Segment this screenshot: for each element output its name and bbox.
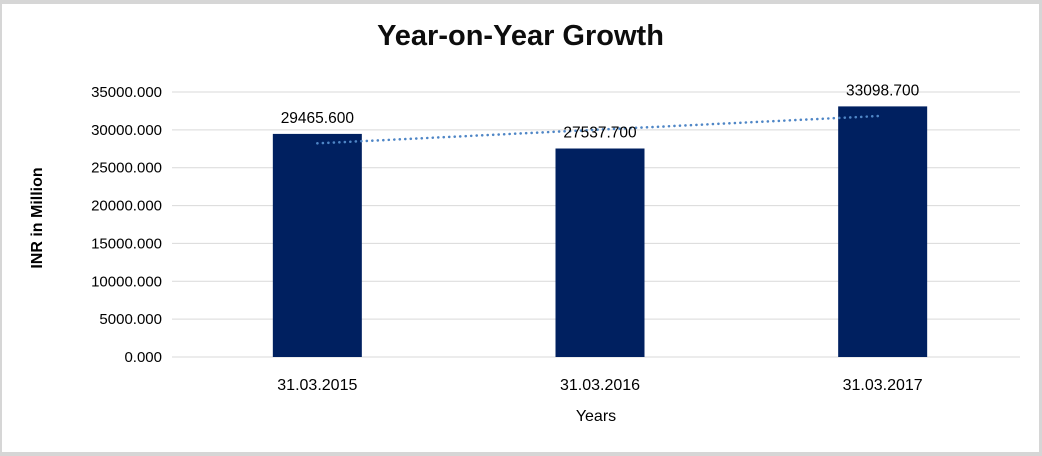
trendline xyxy=(316,114,884,145)
y-tick-label: 5000.000 xyxy=(99,311,162,328)
x-tick-label: 31.03.2017 xyxy=(843,377,923,394)
bar xyxy=(838,106,928,357)
y-tick-label: 20000.000 xyxy=(91,198,162,215)
x-axis-title: Years xyxy=(575,408,617,425)
bar-value-label: 29465.600 xyxy=(281,110,355,127)
y-tick-label: 15000.000 xyxy=(91,235,162,252)
plot-area: 0.000 5000.000 10000.000 15000.000 20000.000… xyxy=(91,82,1020,394)
x-tick-label: 31.03.2016 xyxy=(560,377,640,394)
bar xyxy=(272,133,362,357)
y-tick-label: 0.000 xyxy=(124,349,162,366)
y-tick-label: 10000.000 xyxy=(91,273,162,290)
y-tick-label: 25000.000 xyxy=(91,160,162,177)
y-tick-label: 35000.000 xyxy=(91,84,162,101)
x-tick-label: 31.03.2015 xyxy=(277,377,357,394)
bar xyxy=(555,148,645,357)
bar-value-label: 33098.700 xyxy=(846,82,920,99)
y-tick-label: 30000.000 xyxy=(91,122,162,139)
chart-title: Year-on-Year Growth xyxy=(377,20,664,52)
bar-value-label: 27537.700 xyxy=(563,125,637,142)
